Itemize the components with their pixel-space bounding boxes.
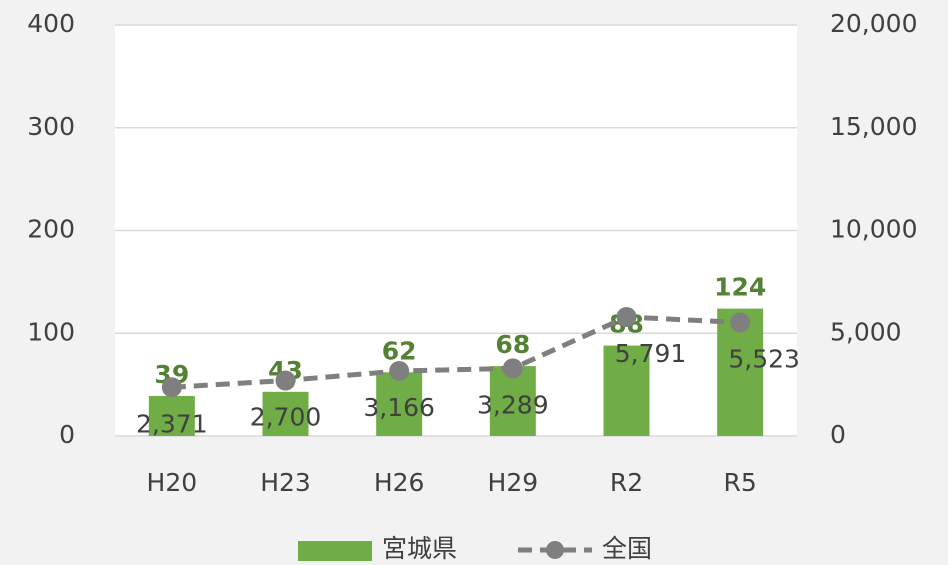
y-tick-label: 200: [27, 215, 75, 244]
bar-value-label: 124: [714, 273, 766, 302]
line-value-label: 2,371: [136, 409, 208, 438]
bar-value-label: 62: [382, 336, 417, 365]
y2-tick-label: 5,000: [830, 317, 902, 346]
y-tick-label: 0: [59, 420, 75, 449]
legend-marker: [546, 541, 564, 559]
line-value-label: 5,523: [728, 345, 800, 374]
y2-tick-label: 0: [830, 420, 846, 449]
line-marker: [730, 312, 751, 333]
legend-swatch: [298, 541, 372, 561]
line-value-label: 3,166: [363, 393, 435, 422]
bar: [376, 372, 423, 436]
line-marker: [502, 358, 523, 379]
bar: [603, 345, 650, 436]
y2-tick-label: 15,000: [830, 112, 917, 141]
y-tick-label: 100: [27, 317, 75, 346]
line-marker: [616, 306, 637, 327]
x-tick-label: R2: [610, 468, 643, 497]
line-marker: [389, 360, 410, 381]
legend-label: 宮城県: [382, 534, 457, 563]
x-tick-label: R5: [724, 468, 757, 497]
x-tick-label: H29: [488, 468, 539, 497]
line-value-label: 3,289: [477, 390, 549, 419]
legend-label: 全国: [602, 534, 652, 563]
line-marker: [275, 370, 296, 391]
bar-value-label: 68: [495, 330, 530, 359]
x-tick-label: H20: [147, 468, 198, 497]
bar: [148, 395, 195, 436]
line-value-label: 2,700: [250, 403, 322, 432]
line-value-label: 5,791: [615, 339, 687, 368]
line-marker: [161, 377, 182, 398]
y2-tick-label: 10,000: [830, 215, 917, 244]
bar: [262, 391, 309, 436]
y2-tick-label: 20,000: [830, 9, 917, 38]
x-tick-label: H26: [374, 468, 425, 497]
y-tick-label: 300: [27, 112, 75, 141]
y-tick-label: 400: [27, 9, 75, 38]
x-tick-label: H23: [260, 468, 311, 497]
line: [171, 314, 741, 390]
